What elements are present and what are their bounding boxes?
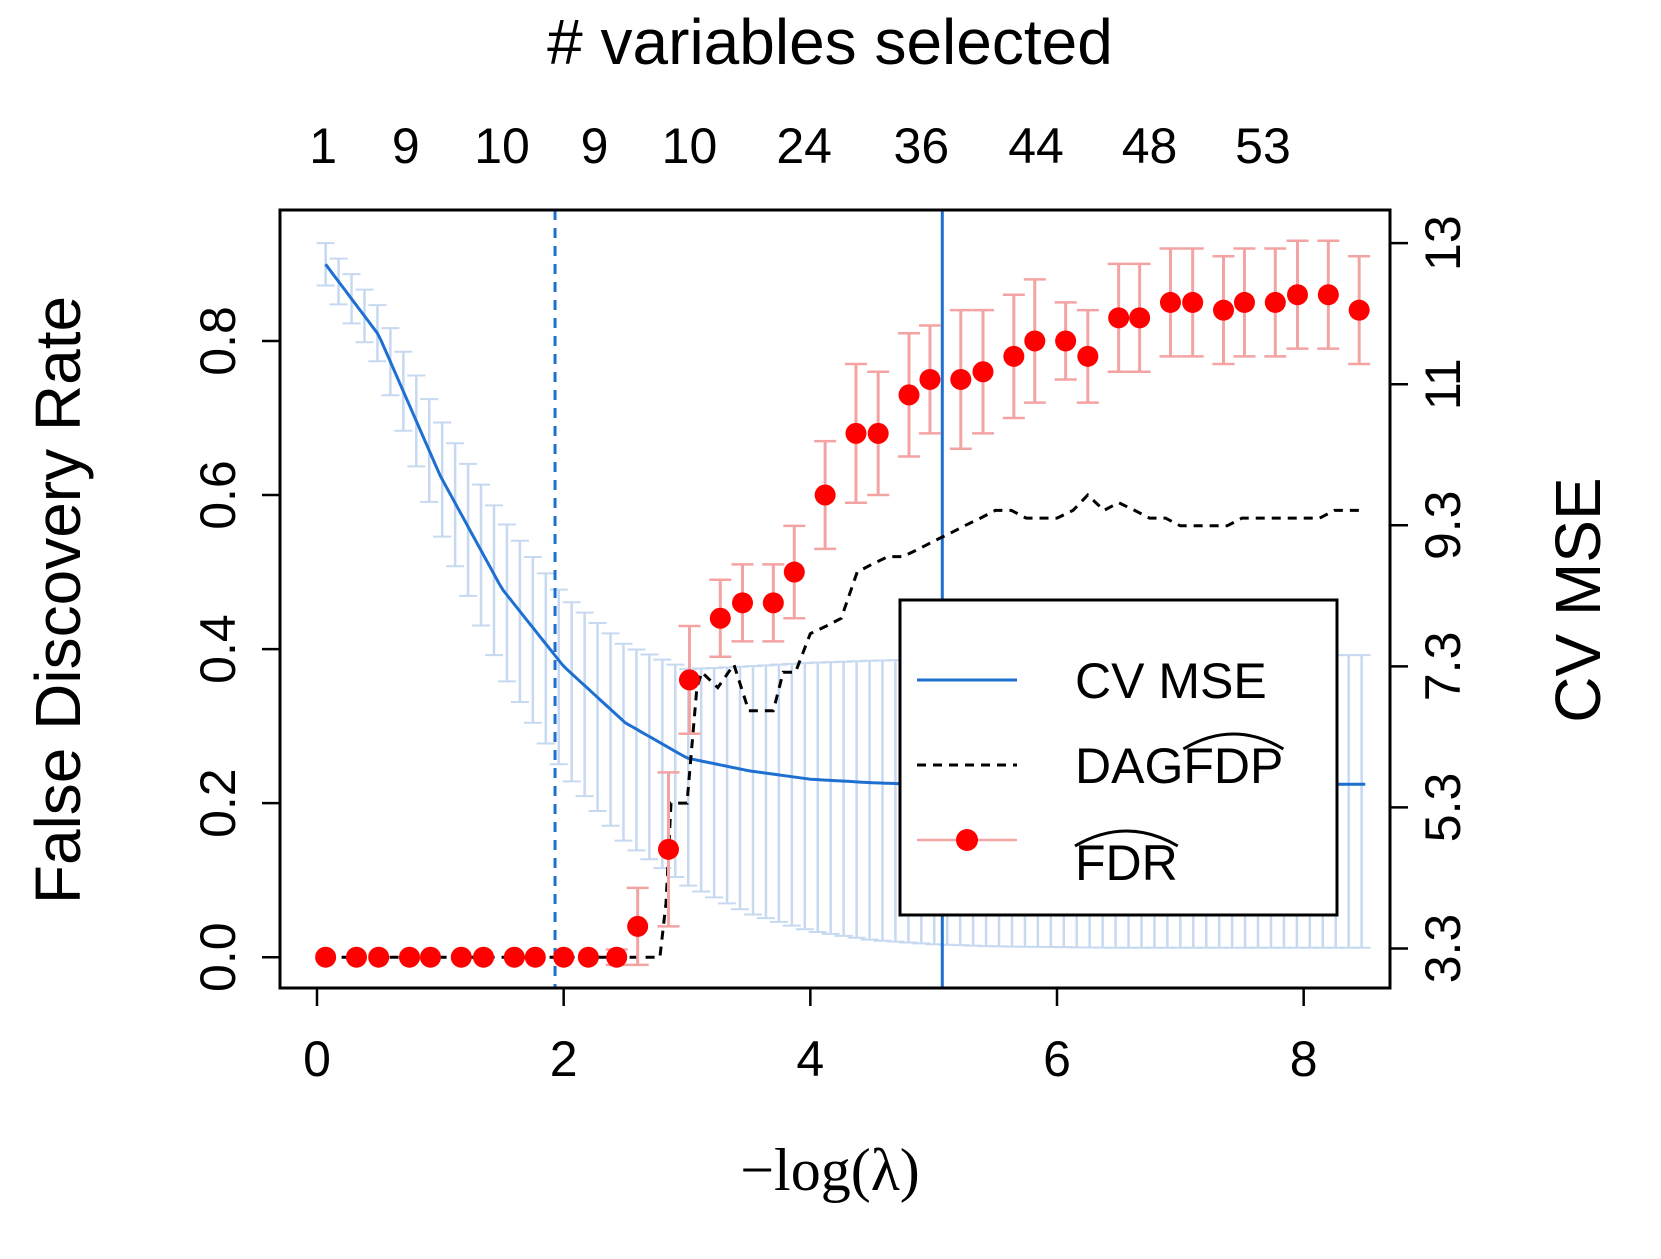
top-tick-label: 53 <box>1235 118 1291 174</box>
fdr-point <box>524 946 546 968</box>
y-right-tick-label: 5.3 <box>1415 773 1471 843</box>
legend-cv-mse-label: CV MSE <box>1075 653 1267 709</box>
fdr-point <box>606 946 628 968</box>
fdr-point <box>627 915 649 937</box>
legend-box <box>898 598 1339 917</box>
fdr-point <box>1159 291 1181 313</box>
top-tick-label: 36 <box>894 118 950 174</box>
fdr-point <box>950 368 972 390</box>
legend-fdp-label: FDP <box>1183 738 1283 794</box>
fdr-point <box>972 361 994 383</box>
top-tick-label: 9 <box>581 118 609 174</box>
y-left-tick-label: 0.4 <box>190 614 246 684</box>
fdr-point <box>1317 284 1339 306</box>
fdr-point <box>345 946 367 968</box>
fdr-point <box>732 592 753 614</box>
y-left-tick-label: 0.2 <box>190 768 246 838</box>
top-tick-label: 10 <box>662 118 718 174</box>
x-tick-label: 2 <box>550 1031 578 1087</box>
top-tick-label: 44 <box>1008 118 1064 174</box>
fdr-point <box>315 946 337 968</box>
fdr-point <box>814 484 836 506</box>
fdr-point <box>1182 291 1204 313</box>
fdr-point <box>1129 307 1151 329</box>
fdr-point <box>1287 284 1308 306</box>
y-left-tick-label: 0.6 <box>190 460 246 530</box>
fdr-point <box>419 946 441 968</box>
top-tick-label: 24 <box>776 118 832 174</box>
fdr-point <box>762 592 784 614</box>
fdr-point <box>783 561 805 583</box>
y-right-tick-label: 9.3 <box>1415 491 1471 561</box>
fdr-point <box>1077 345 1099 367</box>
fdr-point <box>1108 307 1130 329</box>
x-tick-label: 0 <box>303 1031 331 1087</box>
fdr-point <box>867 422 889 444</box>
fdr-point <box>658 838 679 860</box>
fdr-point <box>450 946 472 968</box>
y-right-tick-label: 3.3 <box>1415 914 1471 984</box>
top-tick-label: 1 <box>309 118 337 174</box>
left-axis-title: False Discovery Rate <box>22 296 94 904</box>
x-tick-label: 4 <box>796 1031 824 1087</box>
legend-fdp-hat <box>1182 732 1285 751</box>
top-tick-label: 10 <box>474 118 530 174</box>
top-tick-label: 9 <box>392 118 420 174</box>
y-right-tick-label: 11 <box>1415 358 1471 410</box>
legend-fdr-point-swatch <box>956 829 978 851</box>
y-right-tick-label: 13 <box>1415 215 1471 271</box>
fdr-point <box>1024 330 1046 352</box>
fdr-point <box>898 384 920 406</box>
fdr-point <box>845 422 867 444</box>
fdr-point <box>399 946 420 968</box>
top-axis-title: # variables selected <box>547 6 1113 78</box>
fdr-point <box>503 946 525 968</box>
fdr-point <box>1213 299 1234 321</box>
legend-fdr-label: FDR <box>1075 835 1178 891</box>
fdr-point <box>553 946 575 968</box>
fdr-point <box>919 368 941 390</box>
fdr-point <box>709 607 731 629</box>
legend-fdr-hat <box>1074 829 1179 848</box>
fdr-point <box>473 946 494 968</box>
x-axis-title: −log(λ) <box>740 1137 920 1203</box>
fdr-point <box>1055 330 1077 352</box>
fdr-point <box>577 946 599 968</box>
y-right-tick-label: 7.3 <box>1415 632 1471 702</box>
fdr-point <box>1348 299 1370 321</box>
y-left-tick-label: 0.8 <box>190 306 246 376</box>
right-axis-title: CV MSE <box>1542 477 1614 722</box>
x-tick-label: 6 <box>1043 1031 1071 1087</box>
x-tick-label: 8 <box>1290 1031 1318 1087</box>
y-left-tick-label: 0.0 <box>190 922 246 992</box>
fdr-point <box>1233 291 1255 313</box>
dag-fdp-line <box>325 492 1366 959</box>
fdr-point <box>1264 291 1286 313</box>
fdr-point <box>678 669 700 691</box>
legend-fdp-prefix: DAG <box>1075 738 1183 794</box>
fdr-point <box>1003 345 1025 367</box>
fdr-point <box>368 946 390 968</box>
top-tick-label: 48 <box>1122 118 1178 174</box>
